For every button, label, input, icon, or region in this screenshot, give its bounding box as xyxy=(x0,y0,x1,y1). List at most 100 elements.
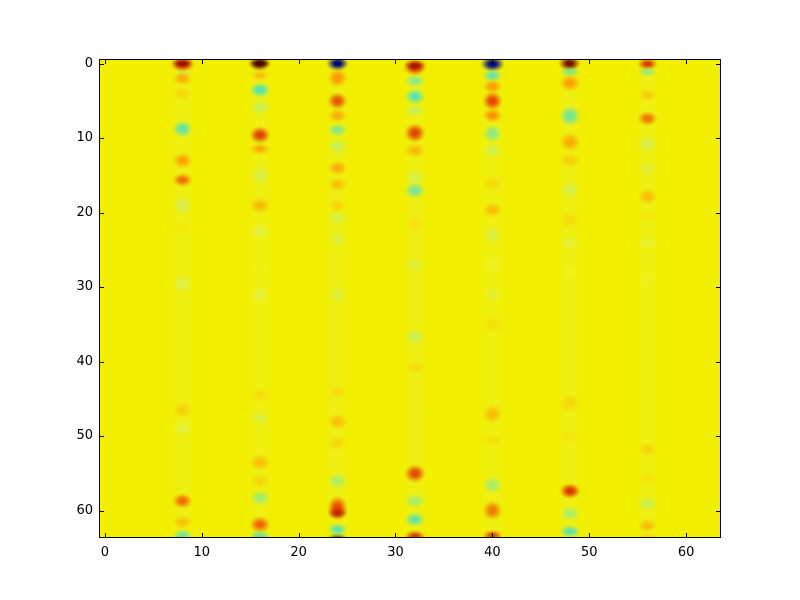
tick-mark xyxy=(104,60,106,64)
heatmap-blob xyxy=(404,214,426,234)
heatmap-blob xyxy=(249,490,271,507)
heatmap-blob xyxy=(171,220,193,236)
heatmap-blob xyxy=(404,170,426,186)
x-tick-label: 20 xyxy=(290,545,307,560)
heatmap-blob xyxy=(481,287,503,303)
heatmap-blob xyxy=(249,409,271,426)
y-tick-label: 40 xyxy=(76,353,93,369)
heatmap-blob xyxy=(171,273,193,294)
heatmap-blob xyxy=(171,60,193,68)
tick-mark xyxy=(716,361,720,363)
heatmap-blob xyxy=(326,138,348,155)
tick-mark xyxy=(716,287,720,289)
heatmap-blob xyxy=(636,135,658,154)
heatmap-blob xyxy=(249,285,271,304)
heatmap-blob xyxy=(326,436,348,452)
heatmap-blob xyxy=(404,406,426,422)
heatmap-blob xyxy=(171,493,193,510)
heatmap-blob xyxy=(404,493,426,510)
heatmap-blob xyxy=(481,90,503,112)
tick-mark xyxy=(100,63,104,65)
heatmap-blob xyxy=(481,226,503,245)
x-tick-label: 60 xyxy=(677,545,695,560)
heatmap-blob xyxy=(326,472,348,491)
heatmap-blob xyxy=(636,469,658,485)
heatmap-stripe xyxy=(561,60,579,537)
tick-mark xyxy=(104,533,106,537)
heatmap-blob xyxy=(404,103,426,118)
heatmap-blob xyxy=(636,160,658,176)
tick-mark xyxy=(100,436,104,438)
tick-mark xyxy=(298,60,300,64)
heatmap-blob xyxy=(559,74,581,93)
heatmap-plot-area xyxy=(99,59,721,538)
heatmap-blob xyxy=(249,386,271,405)
heatmap-blob xyxy=(326,211,348,225)
tick-mark xyxy=(100,212,104,214)
tick-mark xyxy=(686,60,688,64)
heatmap-blob xyxy=(404,256,426,274)
heatmap-blob xyxy=(559,428,581,444)
heatmap-blob xyxy=(171,86,193,101)
heatmap-blob xyxy=(249,126,271,145)
heatmap-blob xyxy=(249,516,271,533)
tick-mark xyxy=(716,510,720,512)
heatmap-blob xyxy=(171,71,193,87)
heatmap-blob xyxy=(559,393,581,413)
heatmap-blob xyxy=(481,404,503,424)
y-tick-label: 20 xyxy=(76,204,93,220)
y-tick-label: 60 xyxy=(76,502,93,518)
heatmap-blob xyxy=(249,530,271,537)
heatmap-blob xyxy=(636,209,658,224)
heatmap-blob xyxy=(404,328,426,347)
heatmap-blob xyxy=(481,107,503,123)
heatmap-blob xyxy=(249,197,271,214)
y-tick-label: 30 xyxy=(76,279,93,295)
x-tick-label: 0 xyxy=(100,545,109,560)
tick-mark xyxy=(100,138,104,140)
tick-mark xyxy=(492,533,494,537)
heatmap-blob xyxy=(481,432,503,448)
heatmap-blob xyxy=(249,223,271,240)
heatmap-blob xyxy=(481,475,503,494)
tick-mark xyxy=(100,287,104,289)
heatmap-blob xyxy=(559,66,581,78)
heatmap-blob xyxy=(171,528,193,537)
heatmap-blob xyxy=(326,177,348,192)
heatmap-blob xyxy=(636,272,658,288)
heatmap-blob xyxy=(481,500,503,522)
y-tick-label: 50 xyxy=(76,428,93,444)
heatmap-blob xyxy=(481,142,503,158)
x-tick-label: 30 xyxy=(387,545,404,560)
heatmap-blob xyxy=(636,496,658,511)
heatmap-blob xyxy=(559,104,581,128)
heatmap-blob xyxy=(326,230,348,248)
heatmap-blob xyxy=(404,142,426,158)
heatmap-blob xyxy=(326,412,348,431)
heatmap-blob xyxy=(326,285,348,304)
heatmap-blob xyxy=(636,60,658,70)
heatmap-blob xyxy=(636,387,658,404)
heatmap-blob xyxy=(481,124,503,144)
heatmap-blob xyxy=(559,132,581,152)
y-tick-label: 0 xyxy=(84,55,93,71)
heatmap-blob xyxy=(249,164,271,187)
tick-mark xyxy=(589,60,591,64)
heatmap-blob xyxy=(481,201,503,218)
heatmap-blob xyxy=(326,507,348,520)
heatmap-blob xyxy=(171,194,193,216)
heatmap-blob xyxy=(559,211,581,230)
heatmap-blob xyxy=(249,81,271,98)
heatmap-blob xyxy=(171,401,193,420)
heatmap-blob xyxy=(326,522,348,537)
heatmap-blob xyxy=(249,70,271,81)
heatmap-blob xyxy=(404,358,426,376)
heatmap-blob xyxy=(326,108,348,124)
tick-mark xyxy=(716,138,720,140)
heatmap-blob xyxy=(171,173,193,187)
heatmap-blob xyxy=(249,473,271,489)
heatmap-blob xyxy=(249,454,271,471)
heatmap-blob xyxy=(636,110,658,126)
heatmap-blob xyxy=(558,60,582,72)
x-tick-label: 10 xyxy=(193,545,210,560)
